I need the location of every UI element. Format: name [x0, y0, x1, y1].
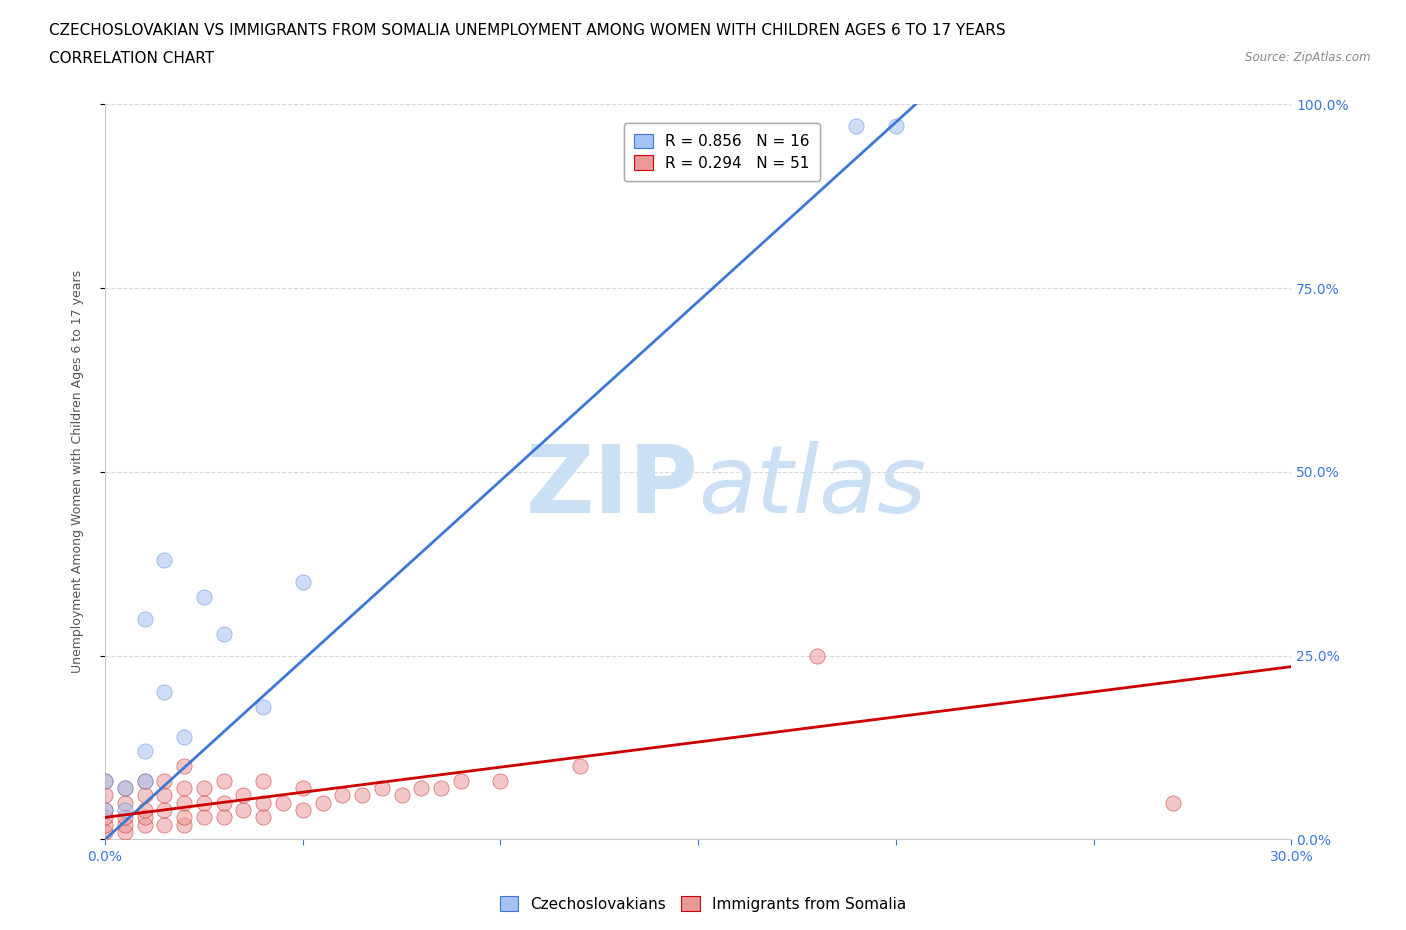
Point [114, 780, 136, 795]
Point [193, 590, 215, 604]
Legend: Czechoslovakians, Immigrants from Somalia: Czechoslovakians, Immigrants from Somali… [494, 890, 912, 918]
Point [134, 803, 156, 817]
Point [1161, 795, 1184, 810]
Point [291, 575, 314, 590]
Point [114, 810, 136, 825]
Point [330, 788, 353, 803]
Y-axis label: Unemployment Among Women with Children Ages 6 to 17 years: Unemployment Among Women with Children A… [72, 271, 84, 673]
Point [212, 626, 235, 641]
Point [291, 803, 314, 817]
Point [352, 788, 374, 803]
Point [153, 773, 176, 788]
Point [806, 648, 828, 663]
Point [134, 611, 156, 626]
Point [94, 810, 117, 825]
Point [94, 803, 117, 817]
Legend: R = 0.856   N = 16, R = 0.294   N = 51: R = 0.856 N = 16, R = 0.294 N = 51 [624, 123, 820, 181]
Point [568, 759, 591, 774]
Point [271, 795, 294, 810]
Point [173, 810, 195, 825]
Point [212, 773, 235, 788]
Text: CORRELATION CHART: CORRELATION CHART [49, 51, 214, 66]
Point [153, 552, 176, 567]
Point [884, 119, 907, 134]
Point [489, 773, 512, 788]
Point [153, 788, 176, 803]
Point [153, 803, 176, 817]
Point [430, 780, 453, 795]
Point [311, 795, 333, 810]
Point [134, 744, 156, 759]
Point [173, 729, 195, 744]
Point [134, 810, 156, 825]
Point [232, 803, 254, 817]
Point [114, 795, 136, 810]
Point [94, 825, 117, 840]
Point [193, 795, 215, 810]
Point [134, 773, 156, 788]
Text: Source: ZipAtlas.com: Source: ZipAtlas.com [1246, 51, 1371, 64]
Point [173, 780, 195, 795]
Point [94, 773, 117, 788]
Point [114, 803, 136, 817]
Point [173, 795, 195, 810]
Point [173, 817, 195, 832]
Point [153, 685, 176, 700]
Point [153, 817, 176, 832]
Point [94, 803, 117, 817]
Point [291, 780, 314, 795]
Point [252, 795, 274, 810]
Point [371, 780, 394, 795]
Point [411, 780, 433, 795]
Point [391, 788, 413, 803]
Point [450, 773, 472, 788]
Text: CZECHOSLOVAKIAN VS IMMIGRANTS FROM SOMALIA UNEMPLOYMENT AMONG WOMEN WITH CHILDRE: CZECHOSLOVAKIAN VS IMMIGRANTS FROM SOMAL… [49, 23, 1005, 38]
Point [94, 788, 117, 803]
Point [173, 759, 195, 774]
Point [845, 119, 868, 134]
Point [212, 795, 235, 810]
Point [252, 810, 274, 825]
Point [94, 817, 117, 832]
Point [252, 773, 274, 788]
Point [114, 780, 136, 795]
Text: atlas: atlas [699, 441, 927, 532]
Point [114, 825, 136, 840]
Point [212, 810, 235, 825]
Point [252, 699, 274, 714]
Text: ZIP: ZIP [526, 441, 699, 533]
Point [232, 788, 254, 803]
Point [114, 817, 136, 832]
Point [134, 788, 156, 803]
Point [193, 780, 215, 795]
Point [134, 773, 156, 788]
Point [134, 817, 156, 832]
Point [94, 773, 117, 788]
Point [193, 810, 215, 825]
